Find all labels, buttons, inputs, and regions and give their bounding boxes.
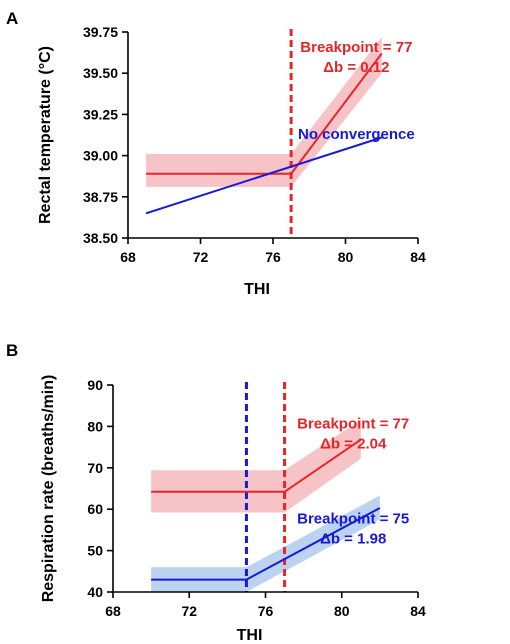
y-axis-title: Rectal temperature (°C) bbox=[37, 46, 54, 224]
y-axis-title: Respiration rate (breaths/min) bbox=[40, 375, 57, 603]
y-tick-label: 38.75 bbox=[83, 189, 118, 205]
x-axis-title: THI bbox=[244, 281, 270, 298]
panel-letter: B bbox=[6, 341, 18, 360]
y-tick-label: 50 bbox=[87, 543, 103, 559]
series-line-0 bbox=[146, 52, 383, 175]
y-tick-label: 39.50 bbox=[83, 65, 118, 81]
y-tick-label: 39.25 bbox=[83, 106, 118, 122]
confidence-band-series-1 bbox=[151, 495, 380, 592]
series-line-1 bbox=[151, 507, 381, 581]
series-line-1 bbox=[145, 136, 383, 215]
y-tick-label: 39.00 bbox=[83, 148, 118, 164]
confidence-band-series-0 bbox=[146, 36, 382, 187]
y-tick-label: 60 bbox=[87, 501, 103, 517]
y-tick-label: 80 bbox=[87, 418, 103, 434]
x-tick-label: 80 bbox=[338, 249, 354, 265]
x-tick-label: 76 bbox=[258, 603, 274, 619]
annotation-label: Breakpoint = 77 bbox=[300, 39, 412, 56]
x-tick-label: 68 bbox=[105, 603, 121, 619]
panel-letter: A bbox=[6, 9, 18, 28]
y-tick-label: 40 bbox=[87, 584, 103, 600]
annotation-label: Δb = 0.12 bbox=[323, 59, 389, 76]
x-tick-label: 68 bbox=[120, 249, 136, 265]
x-tick-label: 72 bbox=[193, 249, 209, 265]
x-tick-label: 84 bbox=[410, 249, 426, 265]
y-tick-label: 39.75 bbox=[83, 24, 118, 40]
series-line-0 bbox=[151, 438, 362, 493]
x-tick-label: 72 bbox=[181, 603, 197, 619]
y-tick-label: 90 bbox=[87, 377, 103, 393]
annotation-label: Breakpoint = 77 bbox=[297, 415, 409, 432]
x-tick-label: 76 bbox=[265, 249, 281, 265]
x-tick-label: 84 bbox=[410, 603, 426, 619]
panel-b: B 68 72 76 80 84 40 50 60 70 80 90 THI Respiration ra… bbox=[6, 341, 426, 644]
annotation-label: No convergence bbox=[298, 126, 415, 143]
y-tick-label: 38.50 bbox=[83, 230, 118, 246]
annotation-label: Δb = 2.04 bbox=[320, 435, 387, 452]
panel-a: A 68 72 76 80 84 38.50 38.75 39.00 39.25 39.50 39.7… bbox=[6, 9, 426, 298]
x-axis-title: THI bbox=[237, 627, 263, 644]
x-tick-label: 80 bbox=[334, 603, 350, 619]
confidence-band-series-0 bbox=[151, 419, 361, 513]
annotation-label: Δb = 1.98 bbox=[320, 531, 386, 548]
annotation-label: Breakpoint = 75 bbox=[297, 511, 409, 528]
y-tick-label: 70 bbox=[87, 460, 103, 476]
